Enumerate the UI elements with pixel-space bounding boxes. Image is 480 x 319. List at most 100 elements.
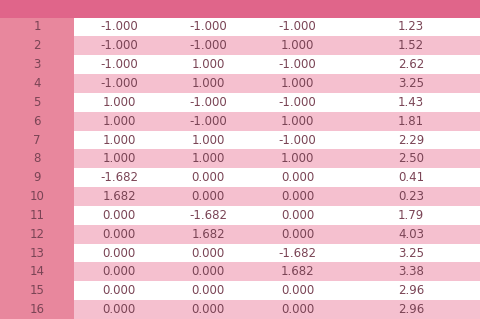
Text: 0.000: 0.000 (281, 171, 314, 184)
Text: -1.000: -1.000 (278, 96, 316, 109)
Text: 1.43: 1.43 (398, 96, 424, 109)
Text: 0.000: 0.000 (192, 247, 225, 260)
Text: 0.000: 0.000 (192, 190, 225, 203)
Bar (74, 168, 480, 187)
Text: 0.000: 0.000 (102, 247, 136, 260)
Text: 1.000: 1.000 (281, 77, 314, 90)
Text: 0.000: 0.000 (192, 265, 225, 278)
Text: 1.23: 1.23 (398, 20, 424, 33)
Bar (0, 93, 74, 112)
Text: -1.682: -1.682 (100, 171, 138, 184)
Bar (74, 112, 480, 130)
Bar (0, 263, 74, 281)
Bar (74, 281, 480, 300)
Text: 1.79: 1.79 (398, 209, 424, 222)
Bar (74, 36, 480, 55)
Text: -1.000: -1.000 (278, 20, 316, 33)
Text: 1.000: 1.000 (102, 115, 136, 128)
Text: 9: 9 (34, 171, 41, 184)
Text: 2.62: 2.62 (398, 58, 424, 71)
Text: 3.25: 3.25 (398, 77, 424, 90)
Text: 1.000: 1.000 (192, 134, 225, 146)
Text: 0.000: 0.000 (192, 303, 225, 316)
Text: 1.682: 1.682 (192, 228, 225, 241)
Text: 7: 7 (34, 134, 41, 146)
Text: 2.96: 2.96 (398, 303, 424, 316)
Bar (74, 55, 480, 74)
Text: 0.000: 0.000 (102, 228, 136, 241)
Bar (0, 300, 74, 319)
Text: 0.41: 0.41 (398, 171, 424, 184)
Bar (0, 55, 74, 74)
Bar (0, 112, 74, 130)
Bar (74, 149, 480, 168)
Text: 2.29: 2.29 (398, 134, 424, 146)
Bar (74, 300, 480, 319)
Text: -1.000: -1.000 (190, 39, 227, 52)
Bar (0, 168, 74, 187)
Bar (0, 149, 74, 168)
Text: 2.96: 2.96 (398, 284, 424, 297)
Text: -1.000: -1.000 (190, 20, 227, 33)
Text: -1.000: -1.000 (100, 77, 138, 90)
Bar (0, 187, 74, 206)
Text: 4.03: 4.03 (398, 228, 424, 241)
Bar (74, 206, 480, 225)
Text: 1.000: 1.000 (281, 39, 314, 52)
Bar (0, 244, 74, 263)
Text: 1.000: 1.000 (281, 115, 314, 128)
Bar (0, 225, 74, 244)
Text: 0.000: 0.000 (192, 171, 225, 184)
Text: 0.000: 0.000 (102, 303, 136, 316)
Text: 11: 11 (30, 209, 45, 222)
Text: 8: 8 (34, 152, 41, 165)
Text: 3.38: 3.38 (398, 265, 424, 278)
Text: 0.000: 0.000 (102, 284, 136, 297)
Text: -1.682: -1.682 (278, 247, 316, 260)
Bar (0, 130, 74, 149)
Text: 1.682: 1.682 (281, 265, 314, 278)
Bar (0, 206, 74, 225)
Text: 1.000: 1.000 (102, 152, 136, 165)
Text: -1.000: -1.000 (100, 58, 138, 71)
Text: 0.000: 0.000 (281, 303, 314, 316)
Bar (74, 74, 480, 93)
Text: 1.000: 1.000 (192, 58, 225, 71)
Text: 14: 14 (30, 265, 45, 278)
Text: 6: 6 (34, 115, 41, 128)
Text: 5: 5 (34, 96, 41, 109)
Text: 3: 3 (34, 58, 41, 71)
Text: 10: 10 (30, 190, 45, 203)
Text: 15: 15 (30, 284, 45, 297)
Text: 1.000: 1.000 (102, 96, 136, 109)
Bar (74, 263, 480, 281)
Text: 0.000: 0.000 (281, 190, 314, 203)
Text: -1.000: -1.000 (190, 115, 227, 128)
Text: 2.50: 2.50 (398, 152, 424, 165)
Bar (0, 281, 74, 300)
Text: 1.682: 1.682 (102, 190, 136, 203)
Bar (74, 244, 480, 263)
Text: -1.000: -1.000 (278, 134, 316, 146)
Text: 0.000: 0.000 (281, 228, 314, 241)
Text: 1.52: 1.52 (398, 39, 424, 52)
Text: 1.000: 1.000 (281, 152, 314, 165)
Text: 1.000: 1.000 (192, 152, 225, 165)
Text: 1: 1 (34, 20, 41, 33)
Bar (0, 36, 74, 55)
Text: -1.000: -1.000 (100, 20, 138, 33)
Text: 0.000: 0.000 (102, 209, 136, 222)
Bar (74, 93, 480, 112)
Text: 2: 2 (34, 39, 41, 52)
Text: 4: 4 (34, 77, 41, 90)
Bar (74, 18, 480, 36)
Bar (0, 0, 480, 18)
Text: 13: 13 (30, 247, 45, 260)
Text: -1.000: -1.000 (278, 58, 316, 71)
Text: 1.000: 1.000 (192, 77, 225, 90)
Text: -1.000: -1.000 (190, 96, 227, 109)
Bar (74, 225, 480, 244)
Bar (0, 18, 74, 36)
Text: -1.682: -1.682 (189, 209, 227, 222)
Bar (0, 74, 74, 93)
